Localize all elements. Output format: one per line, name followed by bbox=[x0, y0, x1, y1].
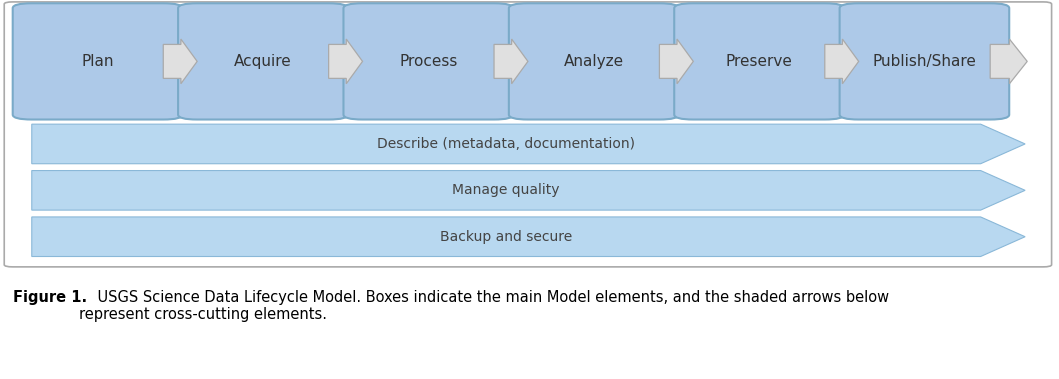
Polygon shape bbox=[32, 171, 1025, 210]
Text: Process: Process bbox=[399, 54, 457, 69]
Text: Preserve: Preserve bbox=[725, 54, 792, 69]
Text: Analyze: Analyze bbox=[563, 54, 624, 69]
Polygon shape bbox=[660, 39, 694, 84]
Polygon shape bbox=[328, 39, 362, 84]
Text: Backup and secure: Backup and secure bbox=[441, 230, 572, 244]
Polygon shape bbox=[32, 124, 1025, 164]
Polygon shape bbox=[32, 217, 1025, 257]
Text: Manage quality: Manage quality bbox=[452, 183, 560, 197]
FancyBboxPatch shape bbox=[675, 3, 844, 119]
FancyBboxPatch shape bbox=[178, 3, 347, 119]
Polygon shape bbox=[163, 39, 197, 84]
Text: USGS Science Data Lifecycle Model. Boxes indicate the main Model elements, and t: USGS Science Data Lifecycle Model. Boxes… bbox=[79, 290, 890, 322]
FancyBboxPatch shape bbox=[4, 2, 1052, 267]
Text: Figure 1.: Figure 1. bbox=[13, 290, 87, 305]
Polygon shape bbox=[493, 39, 527, 84]
Text: Acquire: Acquire bbox=[234, 54, 292, 69]
Text: Describe (metadata, documentation): Describe (metadata, documentation) bbox=[377, 137, 635, 151]
Text: Plan: Plan bbox=[82, 54, 113, 69]
Polygon shape bbox=[990, 39, 1027, 84]
FancyBboxPatch shape bbox=[13, 3, 182, 119]
Polygon shape bbox=[825, 39, 859, 84]
FancyBboxPatch shape bbox=[343, 3, 513, 119]
FancyBboxPatch shape bbox=[508, 3, 679, 119]
FancyBboxPatch shape bbox=[840, 3, 1009, 119]
Text: Publish/Share: Publish/Share bbox=[873, 54, 976, 69]
